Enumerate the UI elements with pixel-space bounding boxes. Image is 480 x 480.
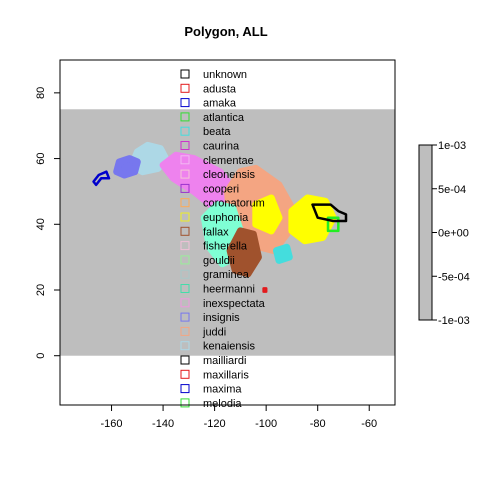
legend-swatch-unknown xyxy=(180,69,190,79)
legend-label-maxima: maxima xyxy=(203,384,242,396)
legend-label-melodia: melodia xyxy=(203,398,242,410)
legend-label-juddi: juddi xyxy=(202,326,226,338)
legend-label-adusta: adusta xyxy=(203,83,237,95)
legend-swatch-atlantica xyxy=(180,112,190,122)
legend-swatch-coronatorum xyxy=(180,198,190,208)
legend-swatch-melodia xyxy=(180,398,190,408)
polygon-fallax xyxy=(226,227,262,278)
colorbar-tick-label: 5e-04 xyxy=(438,184,466,196)
legend-label-amaka: amaka xyxy=(203,98,237,110)
legend-label-cleonensis: cleonensis xyxy=(203,169,255,181)
legend-label-graminea: graminea xyxy=(203,269,250,281)
legend-label-cooperi: cooperi xyxy=(203,183,239,195)
legend-label-mailliardi: mailliardi xyxy=(203,355,246,367)
legend-label-insignis: insignis xyxy=(203,312,240,324)
y-tick-label: 0 xyxy=(35,353,47,359)
colorbar-bar xyxy=(418,144,433,321)
y-tick-label: 20 xyxy=(35,284,47,296)
legend-label-fallax: fallax xyxy=(203,226,229,238)
legend-label-maxillaris: maxillaris xyxy=(203,369,249,381)
legend-swatch-cooperi xyxy=(180,183,190,193)
polygon-adusta xyxy=(262,287,268,293)
polygon-kenaiensis xyxy=(128,141,170,176)
colorbar-tick-label: -5e-04 xyxy=(438,271,470,283)
x-tick-label: -80 xyxy=(310,418,326,430)
legend-swatch-insignis xyxy=(180,312,190,322)
legend-swatch-inexspectata xyxy=(180,298,190,308)
x-tick-label: -160 xyxy=(101,418,123,430)
colorbar: 1e-03 5e-04 0e+00 -5e-04 -1e-03 xyxy=(418,140,470,327)
polygon-amaka xyxy=(92,170,111,187)
colorbar-tick-label: 0e+00 xyxy=(438,228,469,240)
polygon-unknown xyxy=(311,203,348,223)
colorbar-tick-label: 1e-03 xyxy=(438,140,466,152)
y-tick-label: 80 xyxy=(35,87,47,99)
legend-swatch-fisherella xyxy=(180,241,190,251)
polygon-euphonia-west xyxy=(252,194,283,235)
legend-label-fisherella: fisherella xyxy=(203,241,248,253)
legend-swatch-cleonensis xyxy=(180,169,190,179)
legend-swatch-amaka xyxy=(180,98,190,108)
legend-label-caurina: caurina xyxy=(203,141,240,153)
legend-swatch-adusta xyxy=(180,83,190,93)
legend-label-gouldii: gouldii xyxy=(203,255,235,267)
legend-swatch-graminea xyxy=(180,269,190,279)
legend-label-heermanni: heermanni xyxy=(203,284,255,296)
legend-swatch-caurina xyxy=(180,141,190,150)
legend-swatch-maxillaris xyxy=(180,369,190,379)
colorbar-tick-label: -1e-03 xyxy=(438,315,470,327)
legend-label-unknown: unknown xyxy=(203,69,247,81)
legend-label-beata: beata xyxy=(203,126,231,138)
legend-swatch-kenaiensis xyxy=(180,341,190,351)
x-tick-label: -120 xyxy=(204,418,226,430)
legend-label-inexspectata: inexspectata xyxy=(203,298,266,310)
legend-swatch-beata xyxy=(180,126,190,136)
legend-swatch-maxima xyxy=(180,384,190,394)
legend-swatch-heermanni xyxy=(180,284,190,293)
polygon-atlantica xyxy=(326,216,340,233)
y-tick-label: 60 xyxy=(35,152,47,164)
legend-swatch-fallax xyxy=(180,226,190,236)
legend-label-coronatorum: coronatorum xyxy=(203,198,265,210)
y-axis: 0 20 40 60 80 xyxy=(35,87,61,359)
x-axis: -160 -140 -120 -100 -80 -60 xyxy=(101,404,377,430)
legend-swatch-gouldii xyxy=(180,255,190,265)
legend-swatch-clementae xyxy=(180,155,190,165)
polygon-insignis xyxy=(113,155,141,179)
legend-swatch-juddi xyxy=(180,326,190,336)
x-tick-label: -140 xyxy=(152,418,174,430)
legend-label-atlantica: atlantica xyxy=(203,112,245,124)
y-tick-label: 40 xyxy=(35,218,47,230)
legend-label-clementae: clementae xyxy=(203,155,254,167)
x-tick-label: -60 xyxy=(361,418,377,430)
legend-swatch-mailliardi xyxy=(180,355,190,365)
legend: unknown adusta amaka atlantica beata caurina c… xyxy=(180,69,266,410)
x-tick-label: -100 xyxy=(255,418,277,430)
legend-label-kenaiensis: kenaiensis xyxy=(203,341,255,353)
polygon-beata xyxy=(273,243,293,264)
legend-label-euphonia: euphonia xyxy=(203,212,249,224)
chart-title: Polygon, ALL xyxy=(184,24,267,39)
legend-swatch-euphonia xyxy=(180,212,190,222)
